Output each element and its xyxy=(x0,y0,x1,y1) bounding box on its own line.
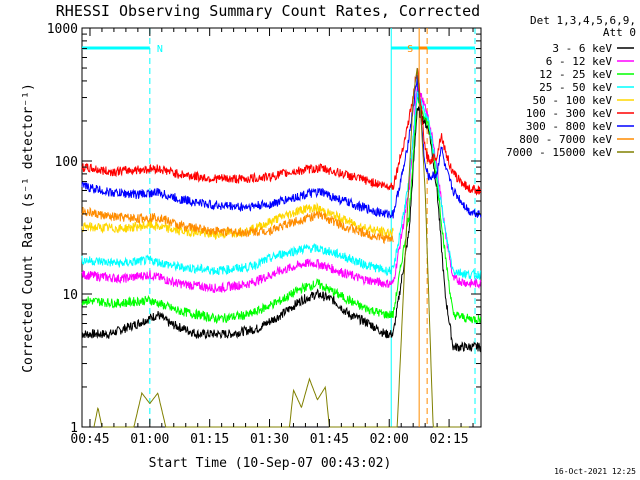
x-tick-label: 01:45 xyxy=(310,432,349,447)
legend-entry-label: 3 - 6 keV xyxy=(552,42,612,55)
series-line xyxy=(81,68,482,196)
series-line xyxy=(81,75,482,219)
legend-entry-label: 800 - 7000 keV xyxy=(519,133,612,146)
legend-entry-label: 12 - 25 keV xyxy=(539,68,612,81)
x-tick-label: 00:45 xyxy=(70,432,109,447)
legend-entry-label: 6 - 12 keV xyxy=(546,55,613,68)
x-tick-label: 02:00 xyxy=(370,432,409,447)
x-axis-label: Start Time (10-Sep-07 00:43:02) xyxy=(149,456,392,471)
y-tick-label: 10 xyxy=(62,288,78,303)
series-layer xyxy=(81,67,482,428)
y-axis-label: Corrected Count Rate (s⁻¹ detector⁻¹) xyxy=(21,83,36,373)
legend-header: Att 0 xyxy=(603,26,636,39)
legend-entry-label: 7000 - 15000 keV xyxy=(506,146,612,159)
x-tick-label: 02:15 xyxy=(430,432,469,447)
y-tick-label: 100 xyxy=(55,155,78,170)
annotation-label: N xyxy=(157,44,163,55)
series-line xyxy=(81,106,482,353)
series-line xyxy=(81,206,394,245)
date-stamp: 16-Oct-2021 12:25 xyxy=(554,467,636,476)
x-tick-label: 01:15 xyxy=(190,432,229,447)
chart-title: RHESSI Observing Summary Count Rates, Co… xyxy=(56,2,480,20)
tick-layer: 00:45 01:00 01:15 01:30 01:45 02:00 02:15 1 10 10… xyxy=(47,22,481,447)
legend-entry-label: 300 - 800 keV xyxy=(526,120,612,133)
legend-entry-label: 100 - 300 keV xyxy=(526,107,612,120)
x-tick-label: 01:30 xyxy=(250,432,289,447)
x-tick-label: 01:00 xyxy=(130,432,169,447)
y-tick-label: 1000 xyxy=(47,22,78,37)
series-line xyxy=(81,90,482,280)
legend-entry-label: 50 - 100 keV xyxy=(533,94,613,107)
legend-header: Det 1,3,4,5,6,9, xyxy=(530,14,636,27)
annotation-label: S xyxy=(407,44,413,55)
legend-entry-label: 25 - 50 keV xyxy=(539,81,612,94)
y-tick-label: 1 xyxy=(70,421,78,436)
series-line xyxy=(81,92,481,325)
